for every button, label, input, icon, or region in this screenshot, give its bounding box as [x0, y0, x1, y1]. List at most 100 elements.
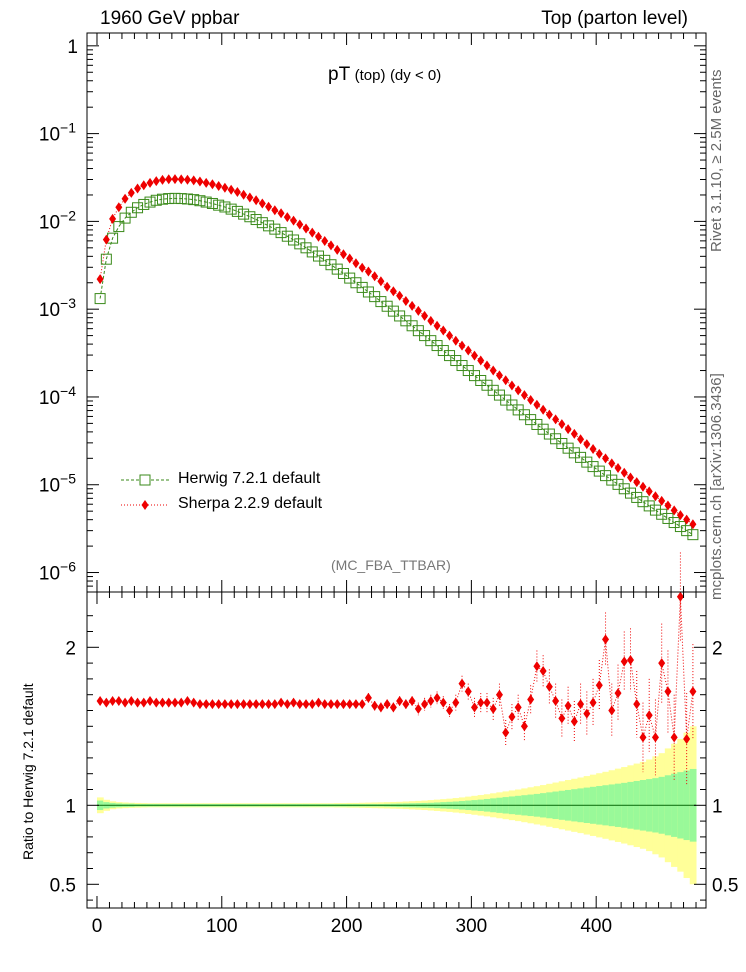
point-sherpa: [508, 380, 516, 391]
ratio-point-sherpa: [533, 661, 541, 672]
ratio-y-tick-label-right: 0.5: [712, 875, 738, 896]
ratio-point-sherpa: [240, 699, 248, 710]
ratio-point-sherpa: [140, 697, 148, 708]
point-herwig: [294, 238, 306, 250]
point-sherpa: [102, 234, 110, 245]
plot-title-main: pT: [328, 64, 351, 85]
point-sherpa: [589, 444, 597, 455]
point-sherpa: [283, 212, 291, 223]
ratio-point-sherpa: [527, 694, 535, 705]
point-herwig: [662, 512, 674, 524]
point-herwig: [213, 199, 225, 211]
ratio-point-sherpa: [371, 700, 379, 711]
ratio-y-axis-label: Ratio to Herwig 7.2.1 default: [20, 683, 36, 860]
ratio-plot-frame: [86, 591, 707, 909]
ratio-band-layer: [96, 726, 697, 885]
point-herwig: [612, 478, 624, 490]
legend-markers: [121, 474, 169, 510]
point-herwig: [169, 192, 181, 204]
point-sherpa: [470, 350, 478, 361]
x-tick-label: 100: [206, 916, 238, 937]
point-herwig: [313, 250, 325, 262]
ratio-point-sherpa: [315, 697, 323, 708]
ratio-y-tick-label: 0.5: [50, 875, 76, 896]
point-sherpa: [333, 244, 341, 255]
ratio-point-sherpa: [608, 705, 616, 716]
ratio-point-sherpa: [352, 699, 360, 710]
ratio-point-sherpa: [171, 697, 179, 708]
ratio-point-sherpa: [489, 703, 497, 714]
ratio-point-sherpa: [689, 686, 697, 697]
point-sherpa: [171, 174, 179, 185]
point-sherpa: [146, 177, 154, 188]
point-sherpa: [389, 286, 397, 297]
point-sherpa: [377, 276, 385, 287]
point-sherpa: [558, 419, 566, 430]
ratio-point-sherpa: [633, 699, 641, 710]
point-herwig: [231, 205, 243, 217]
ratio-sherpa-line: [99, 596, 694, 739]
ratio-point-sherpa: [539, 666, 547, 676]
point-sherpa: [533, 399, 541, 410]
point-herwig: [674, 521, 686, 533]
ratio-point-sherpa: [389, 702, 397, 713]
ratio-point-sherpa: [583, 708, 591, 719]
point-sherpa: [215, 181, 223, 192]
point-herwig: [681, 525, 693, 537]
y-tick-label: 10−4: [39, 383, 76, 409]
rivet-version-text: Rivet 3.1.10, ≥ 2.5M events: [708, 69, 725, 253]
point-sherpa: [371, 271, 379, 282]
point-herwig: [219, 201, 231, 213]
ratio-point-sherpa: [215, 699, 223, 710]
tick-labels-layer: 1 10−1 10−2 10−3 10−4 10−5 10−6 0 100 200 300 400 0.…: [39, 37, 739, 937]
point-sherpa: [252, 195, 260, 206]
point-herwig: [157, 193, 169, 205]
ratio-point-sherpa: [408, 696, 416, 707]
ratio-point-sherpa: [202, 699, 210, 710]
point-herwig: [668, 517, 680, 529]
ratio-point-sherpa: [639, 732, 647, 743]
ratio-point-sherpa: [271, 699, 279, 710]
point-herwig: [331, 263, 343, 275]
point-herwig: [256, 217, 268, 229]
point-herwig: [113, 221, 125, 233]
ratio-point-sherpa: [177, 697, 185, 708]
ratio-point-sherpa: [152, 697, 160, 708]
ratio-point-sherpa: [258, 699, 266, 710]
point-sherpa: [658, 495, 666, 506]
x-tick-label: 0: [92, 916, 103, 937]
point-sherpa: [539, 404, 547, 415]
ratio-point-sherpa: [446, 705, 454, 716]
point-sherpa: [514, 385, 522, 396]
ratio-point-sherpa: [377, 702, 385, 713]
point-sherpa: [651, 491, 659, 502]
point-sherpa: [364, 266, 372, 277]
point-herwig: [618, 483, 630, 495]
point-sherpa: [639, 481, 647, 492]
point-sherpa: [683, 514, 691, 525]
point-sherpa: [626, 472, 634, 483]
point-sherpa: [327, 240, 335, 251]
ratio-point-sherpa: [595, 680, 603, 691]
ratio-point-sherpa: [676, 591, 684, 602]
point-sherpa: [670, 505, 678, 516]
point-herwig: [288, 234, 300, 246]
point-herwig: [100, 253, 112, 265]
point-sherpa: [196, 176, 204, 187]
ratio-point-sherpa: [670, 732, 678, 743]
point-sherpa: [664, 500, 672, 511]
point-sherpa: [477, 355, 485, 366]
ratio-point-sherpa: [483, 697, 491, 708]
point-herwig: [687, 529, 699, 541]
ratio-point-sherpa: [196, 699, 204, 710]
ratio-point-sherpa: [589, 697, 597, 708]
point-sherpa: [308, 227, 316, 238]
point-sherpa: [570, 428, 578, 439]
point-sherpa: [208, 179, 216, 190]
point-sherpa: [109, 213, 117, 224]
point-herwig: [637, 496, 649, 508]
ratio-point-sherpa: [427, 696, 435, 707]
point-sherpa: [689, 519, 697, 530]
legend-label-sherpa: Sherpa 2.2.9 default: [178, 495, 323, 512]
y-tick-label: 10−2: [39, 207, 76, 233]
